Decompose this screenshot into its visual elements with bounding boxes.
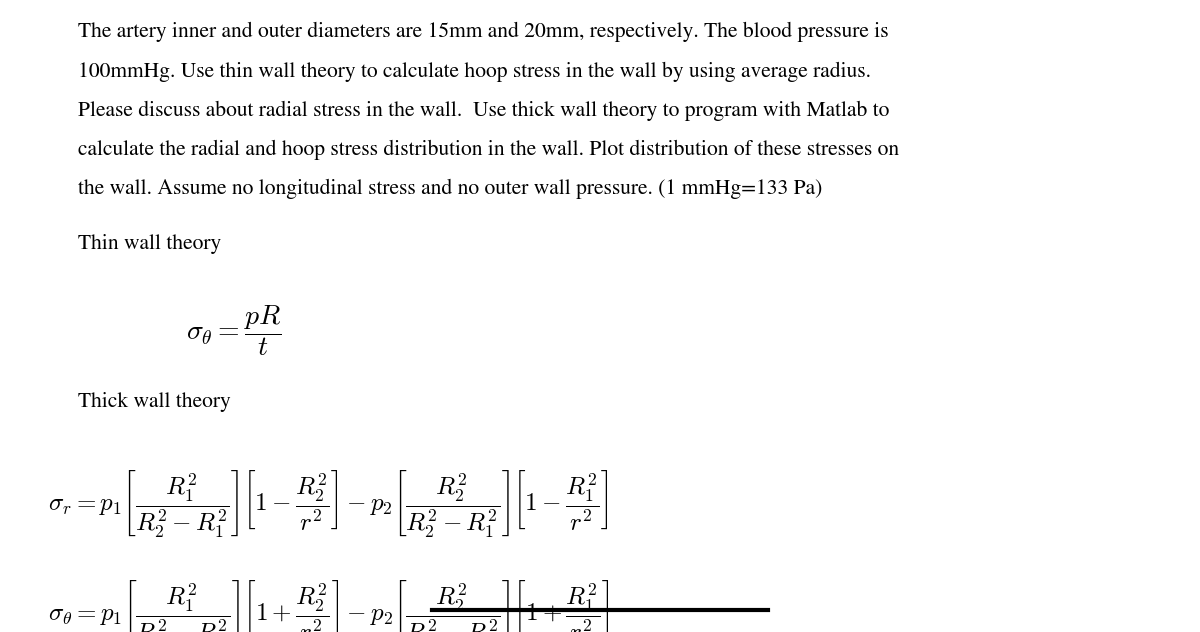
Text: Please discuss about radial stress in the wall.  Use thick wall theory to progra: Please discuss about radial stress in th…: [78, 100, 889, 121]
Text: $\sigma_r = p_1\left[\dfrac{R_1^2}{R_2^2 - R_1^2}\right]\left[1 - \dfrac{R_2^2}{: $\sigma_r = p_1\left[\dfrac{R_1^2}{R_2^2…: [48, 468, 608, 538]
Text: The artery inner and outer diameters are 15mm and 20mm, respectively. The blood : The artery inner and outer diameters are…: [78, 22, 889, 42]
Text: calculate the radial and hoop stress distribution in the wall. Plot distribution: calculate the radial and hoop stress dis…: [78, 140, 899, 160]
Text: $\sigma_{\theta} = p_1\left[\dfrac{R_1^2}{R_2^2 - R_1^2}\right]\left[1 + \dfrac{: $\sigma_{\theta} = p_1\left[\dfrac{R_1^2…: [48, 578, 610, 632]
Text: Thick wall theory: Thick wall theory: [78, 392, 230, 412]
Text: the wall. Assume no longitudinal stress and no outer wall pressure. (1 mmHg=133 : the wall. Assume no longitudinal stress …: [78, 179, 822, 199]
Text: $\sigma_{\theta} = \dfrac{pR}{t}$: $\sigma_{\theta} = \dfrac{pR}{t}$: [186, 303, 281, 358]
Text: Thin wall theory: Thin wall theory: [78, 234, 221, 254]
Text: 100mmHg. Use thin wall theory to calculate hoop stress in the wall by using aver: 100mmHg. Use thin wall theory to calcula…: [78, 61, 871, 82]
